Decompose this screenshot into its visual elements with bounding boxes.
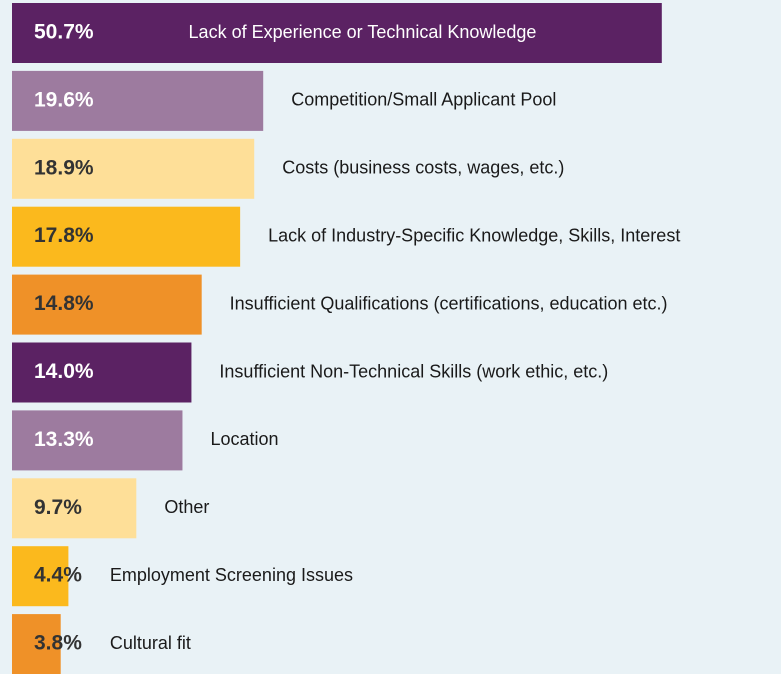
value-label: 14.8%: [34, 292, 94, 315]
category-label: Employment Screening Issues: [110, 565, 353, 585]
bar: [12, 546, 69, 607]
bar: [12, 274, 202, 335]
category-label: Lack of Industry-Specific Knowledge, Ski…: [268, 225, 680, 245]
value-label: 50.7%: [34, 21, 94, 44]
category-label: Competition/Small Applicant Pool: [291, 90, 556, 110]
category-label: Cultural fit: [110, 633, 191, 653]
bar: [12, 138, 255, 199]
value-label: 19.6%: [34, 88, 94, 111]
category-label: Other: [164, 497, 209, 517]
bar: [12, 342, 192, 403]
bar: [12, 614, 61, 674]
value-label: 14.0%: [34, 360, 94, 383]
category-label: Costs (business costs, wages, etc.): [282, 158, 564, 178]
category-label: Lack of Experience or Technical Knowledg…: [189, 22, 537, 42]
bar: [12, 206, 241, 267]
category-label: Insufficient Qualifications (certificati…: [230, 293, 668, 313]
bar: [12, 410, 183, 471]
category-label: Location: [210, 429, 278, 449]
value-label: 9.7%: [34, 496, 82, 519]
category-label: Insufficient Non-Technical Skills (work …: [219, 361, 608, 381]
bar: [12, 70, 264, 131]
value-label: 13.3%: [34, 428, 94, 451]
value-label: 3.8%: [34, 632, 82, 655]
value-label: 17.8%: [34, 224, 94, 247]
value-label: 4.4%: [34, 564, 82, 587]
bar: [12, 3, 662, 63]
value-label: 18.9%: [34, 156, 94, 179]
bar: [12, 478, 137, 539]
